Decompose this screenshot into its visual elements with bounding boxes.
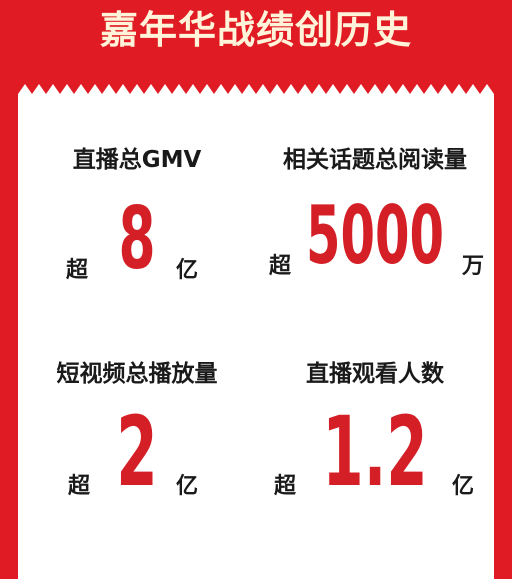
stat-unit: 亿	[176, 258, 199, 283]
stats-card: 直播总GMV 超 8 亿 相关话题总阅读量 超 5000 万 短视频总播放量 超…	[18, 84, 494, 579]
stat-short-video-plays: 短视频总播放量 超 2 亿	[18, 324, 256, 574]
stat-label: 短视频总播放量	[56, 361, 218, 387]
stat-prefix: 超	[66, 258, 89, 283]
stat-label: 相关话题总阅读量	[283, 147, 467, 173]
page-title: 嘉年华战绩创历史	[99, 8, 412, 52]
stat-prefix: 超	[68, 474, 91, 499]
stat-unit: 亿	[176, 474, 199, 499]
stat-gmv: 直播总GMV 超 8 亿	[18, 84, 256, 324]
stat-prefix: 超	[274, 474, 297, 499]
stat-prefix: 超	[269, 254, 292, 279]
stat-label: 直播总GMV	[72, 147, 202, 173]
stat-live-viewers: 直播观看人数 超 1.2 亿	[256, 324, 494, 574]
stat-number: 5000	[305, 189, 445, 282]
header-banner: 嘉年华战绩创历史	[0, 0, 512, 84]
stat-unit: 亿	[452, 474, 475, 499]
stat-label: 直播观看人数	[306, 361, 444, 387]
stat-number: 2	[116, 396, 158, 508]
stat-topic-reads: 相关话题总阅读量 超 5000 万	[256, 84, 494, 324]
stat-number: 8	[118, 189, 156, 289]
stat-number: 1.2	[322, 396, 428, 508]
stat-unit: 万	[462, 254, 485, 279]
card-background	[18, 84, 494, 579]
